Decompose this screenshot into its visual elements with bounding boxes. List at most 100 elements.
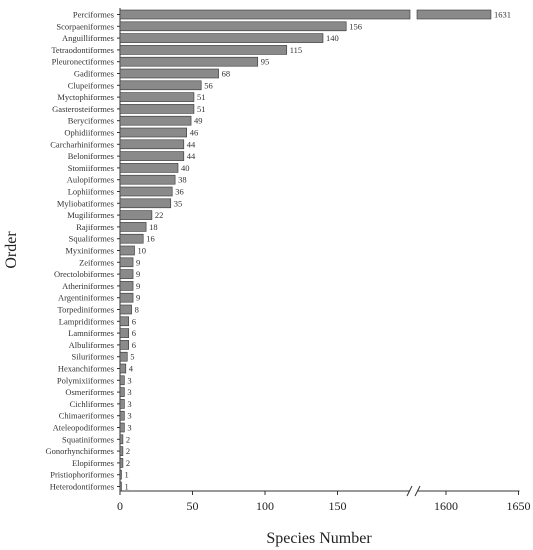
value-label: 156: [349, 21, 362, 31]
category-label: Gasterosteiformes: [52, 104, 114, 114]
value-label: 95: [261, 57, 270, 67]
bar: [119, 174, 176, 185]
value-label: 1: [124, 470, 128, 480]
x-tick-label: 50: [187, 499, 199, 513]
value-label: 6: [132, 316, 136, 326]
value-label: 18: [149, 222, 158, 232]
value-label: 3: [127, 387, 131, 397]
category-label: Orectolobiformes: [54, 269, 114, 279]
bar: [119, 281, 134, 291]
value-label: 6: [132, 328, 136, 338]
category-label: Siluriformes: [72, 352, 115, 362]
category-label: Beryciformes: [68, 116, 114, 126]
category-label: Stomiiformes: [68, 163, 114, 173]
category-label: Argentiniformes: [58, 293, 114, 303]
bar: [119, 115, 192, 126]
category-label: Mugiliformes: [67, 210, 114, 220]
category-label: Torpediniformes: [57, 305, 114, 315]
category-label: Aulopiformes: [67, 175, 114, 185]
bar: [119, 257, 134, 268]
value-label: 38: [178, 175, 187, 185]
value-label: 10: [138, 246, 147, 256]
bar: [119, 139, 185, 150]
bar: [119, 469, 122, 480]
category-label: Squatiniformes: [62, 434, 114, 444]
category-label: Pleuronectiformes: [52, 57, 114, 67]
bar: [119, 222, 147, 232]
value-label: 9: [136, 257, 140, 267]
value-label: 3: [127, 423, 131, 433]
category-label: Ateleopodiformes: [53, 423, 114, 433]
category-label: Gonorhynchiformes: [46, 446, 114, 456]
value-label: 1: [124, 482, 128, 492]
value-label: 68: [222, 69, 231, 79]
value-label: 51: [197, 92, 206, 102]
y-axis-title: Order: [3, 231, 20, 269]
bar: [119, 233, 144, 244]
category-label: Tetraodontiformes: [51, 45, 114, 55]
bar: [119, 387, 125, 397]
category-label: Myliobatiformes: [57, 198, 114, 208]
bar: [119, 151, 185, 161]
bar: [119, 68, 219, 79]
value-label: 44: [187, 151, 196, 161]
x-tick-label: 150: [329, 499, 347, 513]
category-label: Chimaeriformes: [59, 411, 114, 421]
value-label: 115: [290, 45, 302, 55]
category-label: Gadiformes: [74, 69, 114, 79]
category-label: Rajiformes: [76, 222, 114, 232]
bar: [119, 292, 134, 303]
value-label: 51: [197, 104, 206, 114]
category-label: Zeiformes: [79, 257, 114, 267]
value-label: 4: [129, 364, 134, 374]
value-label: 35: [174, 198, 183, 208]
category-label: Myctophiformes: [57, 92, 114, 102]
bar: [119, 186, 173, 197]
value-label: 3: [127, 375, 131, 385]
bar: [119, 245, 135, 256]
bar: [119, 434, 124, 445]
value-label: 46: [190, 128, 199, 138]
bar: [119, 92, 195, 102]
bar: [119, 163, 179, 173]
value-label: 49: [194, 116, 203, 126]
bar: [119, 127, 187, 138]
x-tick-label: 0: [117, 499, 123, 513]
bar: [119, 21, 347, 32]
category-label: Scorpaeniformes: [56, 21, 114, 31]
category-label: Heterodontiformes: [50, 482, 114, 492]
category-label: Ophidiiformes: [64, 128, 114, 138]
bar: [119, 56, 259, 67]
bar: [416, 9, 492, 20]
bar: [119, 422, 125, 433]
value-label: 8: [135, 305, 139, 315]
bar: [119, 80, 202, 91]
bar: [119, 399, 125, 409]
bar: [119, 210, 153, 220]
category-label: Perciformes: [73, 10, 114, 20]
category-label: Elopiformes: [72, 458, 114, 468]
category-label: Hexanchiformes: [58, 364, 114, 374]
value-label: 22: [155, 210, 164, 220]
value-label: 2: [126, 434, 130, 444]
bar: [119, 9, 411, 20]
bar: [119, 104, 195, 114]
category-label: Anguilliformes: [62, 33, 114, 43]
bar: [119, 33, 324, 43]
axis-break-mark: [414, 485, 421, 497]
value-label: 2: [126, 446, 130, 456]
x-axis-title: Species Number: [266, 530, 372, 547]
value-label: 3: [127, 399, 131, 409]
bar: [119, 340, 129, 350]
category-label: Beloniformes: [68, 151, 114, 161]
category-label: Myxiniformes: [65, 246, 114, 256]
value-label: 5: [130, 352, 134, 362]
axis-break-mark: [406, 485, 413, 497]
bar: [119, 328, 129, 338]
x-tick-label: 1600: [434, 499, 458, 513]
x-tick-label: 1650: [507, 499, 531, 513]
category-label: Polymixiiformes: [57, 375, 114, 385]
value-label: 2: [126, 458, 130, 468]
bar: [119, 481, 122, 492]
value-label: 9: [136, 293, 140, 303]
